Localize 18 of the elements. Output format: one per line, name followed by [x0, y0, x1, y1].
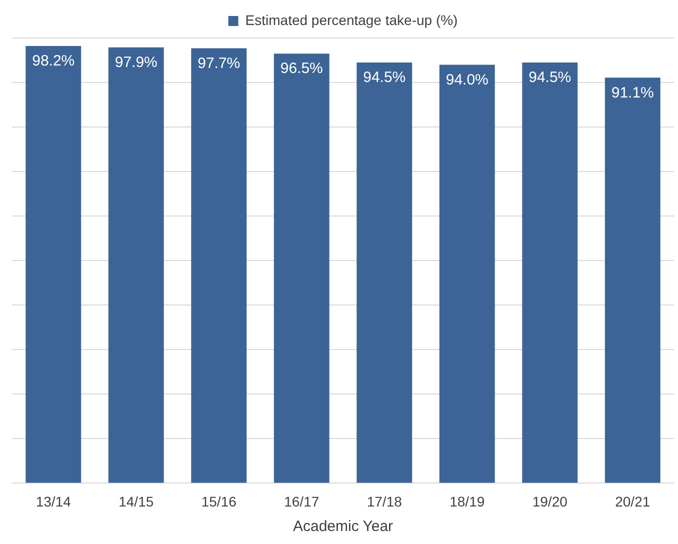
x-tick-label: 18/19 [450, 493, 485, 510]
x-tick-label: 19/20 [532, 493, 568, 510]
data-label: 94.5% [363, 69, 406, 86]
x-tick-label: 13/14 [36, 493, 72, 510]
data-label: 94.0% [446, 71, 488, 88]
data-label: 96.5% [280, 60, 323, 78]
x-tick-label: 17/18 [366, 493, 402, 510]
x-tick-label: 20/21 [615, 493, 650, 510]
legend-label: Estimated percentage take-up (%) [245, 12, 458, 28]
data-label: 98.2% [32, 52, 75, 70]
x-tick-label: 15/16 [201, 493, 237, 510]
data-label: 97.9% [114, 54, 158, 71]
data-label: 91.1% [611, 84, 654, 102]
data-label: 94.5% [528, 69, 572, 86]
data-label: 97.7% [198, 54, 240, 72]
x-axis-title: Academic Year [292, 518, 394, 536]
x-tick-label: 16/17 [284, 493, 320, 510]
x-tick-label: 14/15 [118, 493, 154, 510]
